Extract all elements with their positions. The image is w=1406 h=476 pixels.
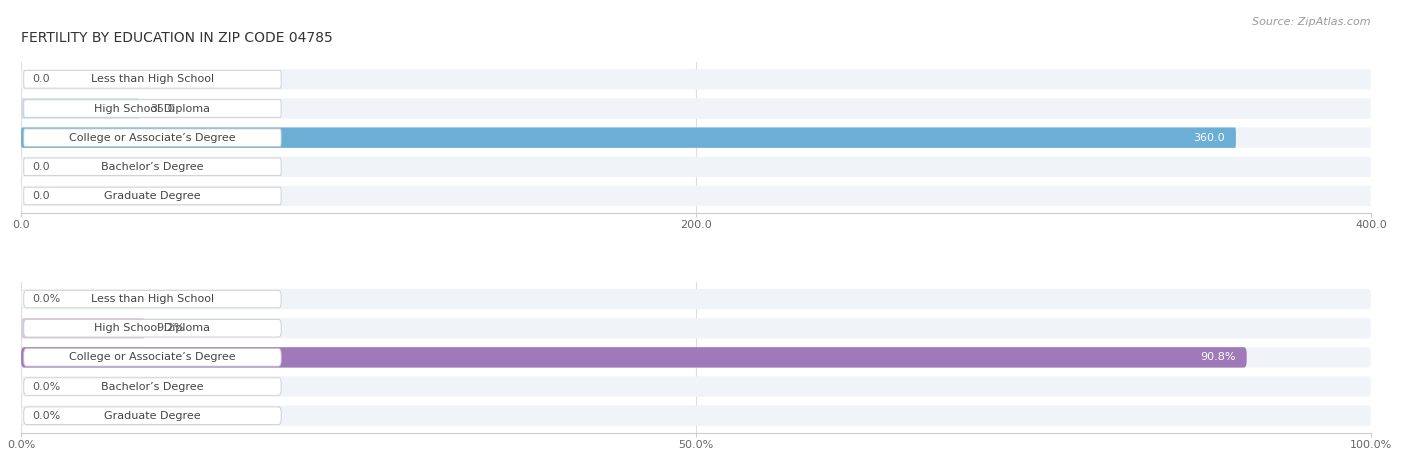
Text: 9.2%: 9.2%: [156, 323, 184, 333]
Text: 0.0: 0.0: [32, 74, 49, 84]
Text: 0.0%: 0.0%: [32, 411, 60, 421]
Text: Less than High School: Less than High School: [91, 74, 214, 84]
FancyBboxPatch shape: [21, 406, 1371, 426]
Text: 0.0: 0.0: [32, 191, 49, 201]
FancyBboxPatch shape: [24, 378, 281, 395]
Text: High School Diploma: High School Diploma: [94, 103, 211, 113]
FancyBboxPatch shape: [21, 157, 1371, 177]
FancyBboxPatch shape: [21, 128, 1371, 148]
FancyBboxPatch shape: [21, 128, 1236, 148]
Text: 0.0%: 0.0%: [32, 382, 60, 392]
FancyBboxPatch shape: [24, 348, 281, 366]
Text: Graduate Degree: Graduate Degree: [104, 191, 201, 201]
FancyBboxPatch shape: [24, 70, 281, 88]
FancyBboxPatch shape: [24, 290, 281, 308]
FancyBboxPatch shape: [21, 69, 1371, 89]
Text: 35.0: 35.0: [150, 103, 174, 113]
Text: Less than High School: Less than High School: [91, 294, 214, 304]
FancyBboxPatch shape: [21, 318, 145, 338]
FancyBboxPatch shape: [24, 407, 281, 425]
Text: FERTILITY BY EDUCATION IN ZIP CODE 04785: FERTILITY BY EDUCATION IN ZIP CODE 04785: [21, 31, 333, 45]
Text: Source: ZipAtlas.com: Source: ZipAtlas.com: [1253, 17, 1371, 27]
FancyBboxPatch shape: [21, 318, 1371, 338]
Text: 360.0: 360.0: [1194, 133, 1225, 143]
Text: College or Associate’s Degree: College or Associate’s Degree: [69, 352, 236, 362]
Text: Graduate Degree: Graduate Degree: [104, 411, 201, 421]
FancyBboxPatch shape: [24, 100, 281, 117]
FancyBboxPatch shape: [21, 99, 139, 119]
FancyBboxPatch shape: [21, 347, 1371, 367]
FancyBboxPatch shape: [24, 129, 281, 147]
FancyBboxPatch shape: [21, 99, 1371, 119]
FancyBboxPatch shape: [24, 187, 281, 205]
Text: Bachelor’s Degree: Bachelor’s Degree: [101, 162, 204, 172]
FancyBboxPatch shape: [21, 289, 1371, 309]
Text: Bachelor’s Degree: Bachelor’s Degree: [101, 382, 204, 392]
Text: High School Diploma: High School Diploma: [94, 323, 211, 333]
FancyBboxPatch shape: [21, 377, 1371, 397]
FancyBboxPatch shape: [24, 319, 281, 337]
FancyBboxPatch shape: [21, 347, 1247, 367]
Text: College or Associate’s Degree: College or Associate’s Degree: [69, 133, 236, 143]
FancyBboxPatch shape: [24, 158, 281, 176]
FancyBboxPatch shape: [21, 186, 1371, 206]
Text: 0.0: 0.0: [32, 162, 49, 172]
Text: 0.0%: 0.0%: [32, 294, 60, 304]
Text: 90.8%: 90.8%: [1201, 352, 1236, 362]
